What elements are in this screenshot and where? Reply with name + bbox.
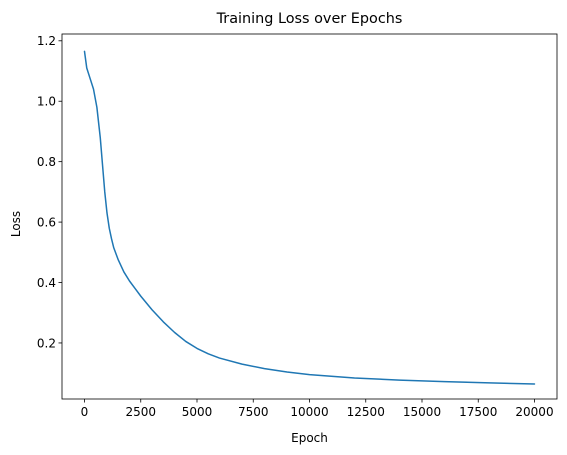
- x-tick-label: 10000: [290, 405, 328, 419]
- x-tick-label: 5000: [182, 405, 213, 419]
- x-tick-label: 12500: [347, 405, 385, 419]
- x-tick-label: 15000: [403, 405, 441, 419]
- y-tick-label: 1.2: [37, 34, 56, 48]
- y-tick-label: 0.4: [37, 276, 56, 290]
- y-tick-label: 0.2: [37, 336, 56, 350]
- plot-frame: [61, 33, 558, 400]
- x-tick-label: 20000: [515, 405, 553, 419]
- plot-area: 0 2500 5000 7500 10000 12500 15000 17500 20000 0…: [37, 33, 558, 419]
- loss-series-line: [83, 50, 536, 385]
- x-tick-label: 17500: [459, 405, 497, 419]
- y-tick-label: 1.0: [37, 95, 56, 109]
- series-layer: [83, 50, 536, 385]
- y-tick-label: 0.8: [37, 155, 56, 169]
- chart-title: Training Loss over Epochs: [216, 11, 403, 27]
- y-tick-label: 0.6: [37, 215, 56, 229]
- x-axis: 0 2500 5000 7500 10000 12500 15000 17500 20000: [81, 399, 554, 419]
- x-tick-label: 7500: [238, 405, 269, 419]
- x-axis-label: Epoch: [291, 431, 328, 445]
- x-tick-label: 2500: [125, 405, 156, 419]
- x-tick-label: 0: [81, 405, 89, 419]
- y-axis-label: Loss: [9, 211, 23, 237]
- y-axis: 0.2 0.4 0.6 0.8 1.0 1.2: [37, 34, 62, 350]
